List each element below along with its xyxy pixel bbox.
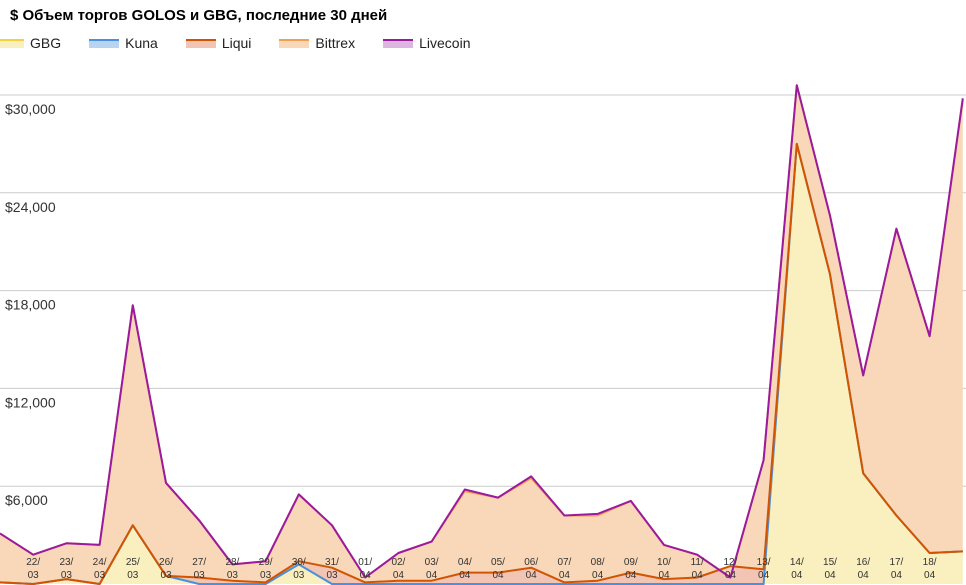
- y-tick-label: $12,000: [5, 394, 56, 410]
- x-tick-label: 03: [127, 570, 139, 581]
- legend-swatch: [185, 38, 216, 48]
- x-tick-label: 04: [791, 570, 803, 581]
- x-tick-label: 12/: [723, 557, 737, 568]
- x-tick-label: 04: [526, 570, 538, 581]
- legend-label: Kuna: [125, 35, 158, 51]
- x-tick-label: 04: [858, 570, 870, 581]
- x-tick-label: 10/: [657, 557, 671, 568]
- x-tick-label: 07/: [557, 557, 571, 568]
- y-tick-label: $6,000: [5, 492, 48, 508]
- x-tick-label: 04: [725, 570, 737, 581]
- x-tick-label: 22/: [26, 557, 40, 568]
- legend-swatch: [383, 38, 414, 48]
- legend-item-gbg[interactable]: GBG: [0, 35, 61, 51]
- legend-swatch: [0, 38, 24, 48]
- legend-label: Livecoin: [419, 35, 471, 51]
- x-tick-label: 29/: [259, 557, 273, 568]
- x-tick-label: 03: [160, 570, 172, 581]
- x-tick-label: 03: [194, 570, 206, 581]
- x-tick-label: 04: [625, 570, 637, 581]
- legend-label: GBG: [30, 35, 62, 51]
- x-tick-label: 04: [658, 570, 670, 581]
- x-tick-label: 04: [426, 570, 438, 581]
- x-tick-label: 04: [492, 570, 504, 581]
- x-tick-label: 24/: [93, 557, 107, 568]
- x-tick-label: 03: [227, 570, 239, 581]
- x-tick-label: 04: [393, 570, 405, 581]
- x-tick-label: 03: [260, 570, 272, 581]
- chart-title: $ Объем торгов GOLOS и GBG, последние 30…: [10, 7, 388, 24]
- x-tick-label: 08/: [591, 557, 605, 568]
- x-tick-label: 18/: [923, 557, 937, 568]
- legend-item-liqui[interactable]: Liqui: [185, 35, 252, 51]
- x-tick-label: 06/: [524, 557, 538, 568]
- legend-label: Bittrex: [315, 35, 356, 51]
- x-tick-label: 04/: [458, 557, 472, 568]
- x-tick-label: 30/: [292, 557, 306, 568]
- x-tick-label: 04: [559, 570, 571, 581]
- x-tick-label: 26/: [159, 557, 173, 568]
- line-livecoin: [0, 84, 964, 579]
- x-tick-label: 15/: [823, 557, 837, 568]
- x-tick-label: 03: [293, 570, 305, 581]
- line-liqui: [0, 142, 963, 585]
- x-tick-label: 31/: [325, 557, 339, 568]
- x-tick-label: 09/: [624, 557, 638, 568]
- x-tick-label: 03: [28, 570, 40, 581]
- x-tick-label: 04: [459, 570, 471, 581]
- x-tick-label: 23/: [59, 557, 73, 568]
- area-gbg: [0, 143, 963, 584]
- y-tick-label: $30,000: [5, 101, 56, 117]
- legend-swatch: [279, 38, 310, 48]
- x-tick-label: 04: [824, 570, 836, 581]
- x-tick-label: 28/: [225, 557, 239, 568]
- legend-item-livecoin[interactable]: Livecoin: [383, 35, 470, 51]
- x-tick-label: 04: [592, 570, 604, 581]
- x-tick-label: 11/: [691, 557, 704, 568]
- x-tick-label: 17/: [889, 557, 903, 568]
- legend-swatch: [89, 38, 120, 48]
- x-tick-label: 25/: [126, 557, 140, 568]
- x-tick-label: 16/: [856, 557, 870, 568]
- x-tick-label: 03: [61, 570, 73, 581]
- x-tick-label: 04: [360, 570, 372, 581]
- legend-item-bittrex[interactable]: Bittrex: [279, 35, 355, 51]
- x-tick-label: 02/: [391, 557, 405, 568]
- x-tick-label: 27/: [192, 557, 206, 568]
- y-tick-label: $18,000: [5, 297, 56, 313]
- x-tick-label: 03: [94, 570, 106, 581]
- legend-item-kuna[interactable]: Kuna: [89, 35, 158, 51]
- x-tick-label: 04: [924, 570, 936, 581]
- x-tick-label: 05/: [491, 557, 505, 568]
- x-tick-label: 13/: [757, 557, 771, 568]
- x-tick-label: 04: [891, 570, 903, 581]
- x-tick-label: 04: [692, 570, 704, 581]
- legend-label: Liqui: [221, 35, 252, 51]
- legend[interactable]: GBG Kuna Liqui Bittrex Livecoin: [0, 34, 498, 52]
- x-tick-label: 14/: [790, 557, 804, 568]
- x-tick-label: 04: [758, 570, 770, 581]
- x-tick-label: 03: [326, 570, 338, 581]
- x-tick-label: 03/: [425, 557, 439, 568]
- y-tick-label: $24,000: [5, 199, 56, 215]
- x-tick-label: 01/: [358, 557, 372, 568]
